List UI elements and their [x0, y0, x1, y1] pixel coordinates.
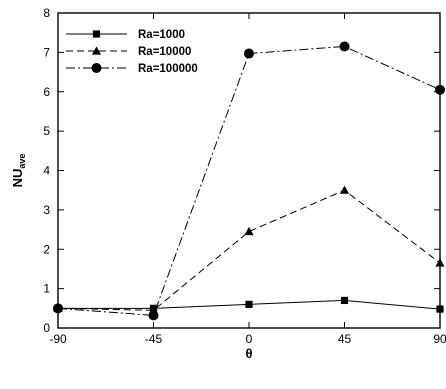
data-point — [339, 185, 350, 194]
data-point — [244, 48, 254, 59]
legend-item: Ra=1000 — [66, 29, 185, 41]
x-tick-label: 45 — [338, 332, 352, 346]
plot-area — [57, 12, 441, 329]
y-tick-label: 8 — [43, 6, 50, 20]
legend-label: Ra=100000 — [138, 63, 198, 75]
x-tick-label: 0 — [246, 332, 253, 346]
y-tick-label: 2 — [43, 242, 50, 256]
data-point — [340, 296, 349, 305]
data-point — [435, 258, 445, 267]
legend-marker — [91, 46, 102, 55]
y-tick-label: 4 — [43, 164, 50, 178]
legend-marker — [92, 30, 101, 38]
y-tick-label: 3 — [43, 203, 50, 217]
series-circle — [53, 41, 445, 321]
legend-label: Ra=1000 — [138, 29, 185, 41]
x-tick-label: 90 — [433, 332, 446, 346]
series-line — [57, 189, 441, 311]
y-tick-label: 5 — [43, 124, 50, 138]
data-point — [339, 41, 350, 52]
y-axis-title-main: NU — [10, 169, 25, 188]
y-tick-label: 7 — [43, 45, 50, 59]
legend-label: Ra=10000 — [138, 46, 191, 58]
y-tick-label: 6 — [43, 85, 50, 99]
x-axis: -90 -45 0 45 90 — [49, 13, 446, 346]
data-point — [436, 305, 444, 313]
y-tick-label: 1 — [43, 282, 50, 296]
y-tick-label: 0 — [43, 321, 50, 335]
y-axis-title: NUave — [10, 154, 27, 188]
data-point — [148, 310, 159, 321]
data-point — [435, 84, 445, 95]
legend-marker — [91, 63, 102, 73]
y-axis-title-subscript: ave — [17, 154, 27, 169]
data-point — [244, 226, 254, 236]
data-point — [245, 300, 253, 308]
series-group — [53, 41, 445, 321]
legend-item: Ra=10000 — [66, 46, 191, 58]
x-tick-label: -90 — [49, 332, 67, 346]
legend: Ra=1000 Ra=10000 Ra=100000 — [66, 29, 198, 75]
plot-frame — [57, 12, 441, 329]
y-axis: 0 1 2 3 4 5 6 7 8 — [43, 6, 440, 335]
data-point — [53, 303, 63, 314]
x-tick-label: -45 — [145, 332, 163, 346]
legend-item: Ra=100000 — [66, 63, 198, 75]
x-axis-title: θ — [245, 346, 252, 361]
